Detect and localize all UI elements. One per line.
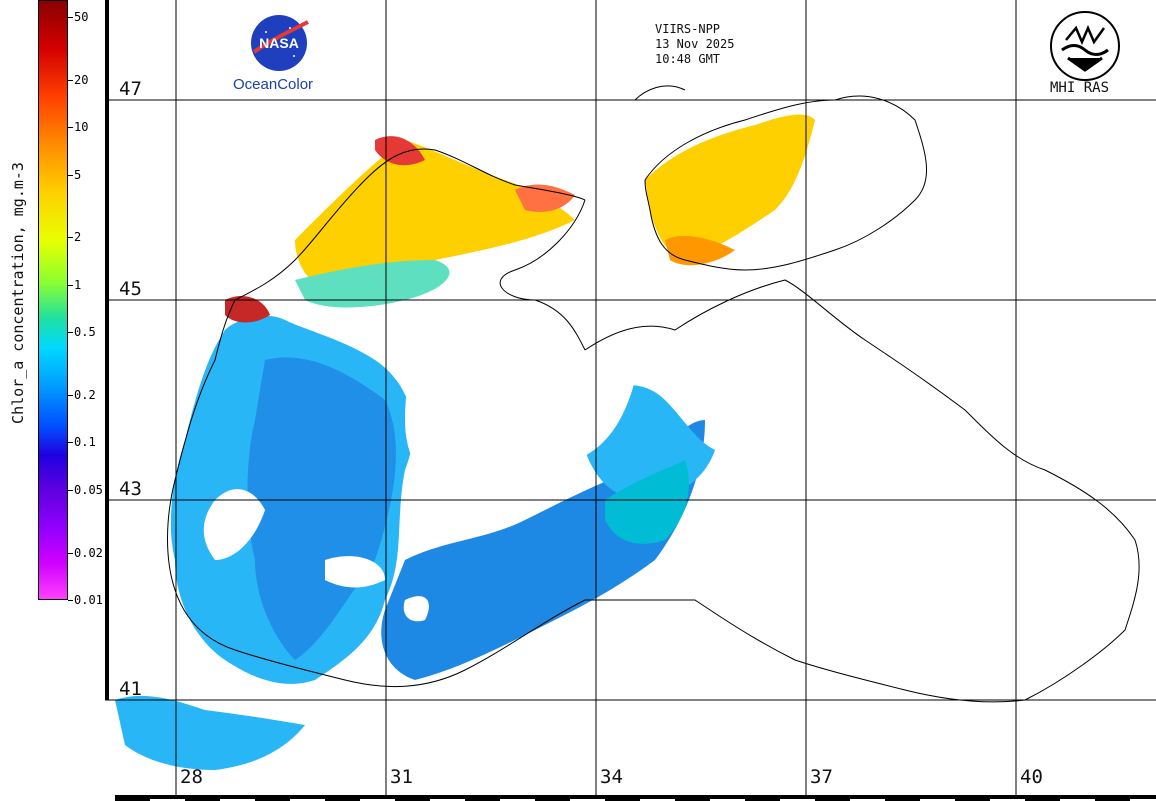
axis-scale-segment (465, 795, 500, 801)
colorbar-tick-label: 20 (74, 72, 89, 87)
oceancolor-label: OceanColor (233, 76, 314, 93)
chl-nw-shelf-cyan (295, 260, 450, 308)
lat-label-45: 45 (119, 278, 142, 300)
lon-label-31: 31 (390, 766, 413, 788)
axis-scale-segment (395, 795, 430, 801)
satellite-info: VIIRS-NPP 13 Nov 2025 10:48 GMT (655, 22, 734, 67)
axis-scale-segment (605, 795, 640, 801)
colorbar-tick (68, 552, 73, 554)
nasa-wordmark: NASA (259, 35, 299, 51)
lon-label-40: 40 (1020, 766, 1043, 788)
colorbar-tick-label: 0.05 (74, 482, 103, 497)
axis-scale-segment (1095, 795, 1130, 801)
axis-scale-segment (815, 795, 850, 801)
axis-scale-segment (955, 795, 990, 801)
colorbar-tick-label: 0.1 (74, 435, 96, 450)
colorbar-tick-label: 1 (74, 277, 82, 292)
colorbar-tick (68, 489, 73, 491)
colorbar-tick (68, 237, 73, 239)
graticule (105, 0, 1156, 795)
chl-central (247, 357, 396, 660)
chl-dnieper (375, 136, 425, 166)
colorbar-tick (68, 600, 73, 601)
sensor-name: VIIRS-NPP (655, 22, 721, 36)
left-axis (105, 0, 109, 700)
acquisition-date: 13 Nov 2025 (655, 37, 735, 51)
map-canvas (105, 0, 1156, 801)
lon-label-34: 34 (600, 766, 623, 788)
colorbar-title: Chlor_a concentration, mg.m-3 (9, 162, 27, 424)
nasa-logo-icon: NASA (251, 15, 309, 71)
lat-label-43: 43 (119, 478, 142, 500)
mhi-ras-label: MHI RAS (1050, 80, 1110, 96)
chl-danube (225, 295, 270, 323)
axis-scale-segment (745, 795, 780, 801)
axis-scale-segment (535, 795, 570, 801)
axis-scale-segment (1025, 795, 1060, 801)
colorbar-tick-label: 0.01 (74, 593, 103, 607)
colorbar-tick (68, 16, 73, 18)
colorbar-tick-label: 0.2 (74, 387, 96, 402)
colorbar-tick-label: 50 (74, 9, 89, 24)
lat-label-47: 47 (119, 78, 142, 100)
acquisition-time: 10:48 GMT (655, 52, 721, 66)
colorbar-tick-label: 0.5 (74, 325, 96, 340)
lat-label-41: 41 (119, 678, 142, 700)
colorbar-tick (68, 394, 73, 396)
colorbar-tick (68, 442, 73, 444)
mhi-logo-icon (1050, 11, 1120, 81)
chl-nw-shelf (295, 140, 575, 290)
map-frame: 47 45 43 41 28 31 34 37 40 (105, 0, 1156, 801)
colorbar-tick-label: 2 (74, 230, 82, 245)
lon-label-28: 28 (180, 766, 203, 788)
cloud-gaps (203, 296, 635, 622)
chl-east-coast-south (605, 460, 689, 544)
chl-bosporus-region (115, 695, 305, 770)
colorbar-tick-label: 5 (74, 167, 82, 182)
chl-azov (645, 114, 815, 260)
colorbar-tick (68, 174, 73, 176)
colorbar-tick (68, 127, 73, 129)
colorbar-tick (68, 332, 73, 334)
axis-scale-segment (185, 795, 220, 801)
lon-label-37: 37 (810, 766, 833, 788)
colorbar (38, 0, 68, 600)
axis-scale-segment (115, 795, 150, 801)
colorbar-tick-label: 10 (74, 120, 89, 135)
coastline (167, 85, 1140, 703)
chl-azov-orange (665, 235, 735, 266)
axis-scale-segment (255, 795, 290, 801)
chl-karkinit (515, 184, 575, 212)
axis-scale-segment (325, 795, 360, 801)
axis-scale-segment (675, 795, 710, 801)
colorbar-tick (68, 284, 73, 286)
colorbar-tick-label: 0.02 (74, 545, 103, 560)
axis-scale-segment (885, 795, 920, 801)
bottom-axis (115, 795, 1156, 801)
colorbar-tick (68, 79, 73, 81)
